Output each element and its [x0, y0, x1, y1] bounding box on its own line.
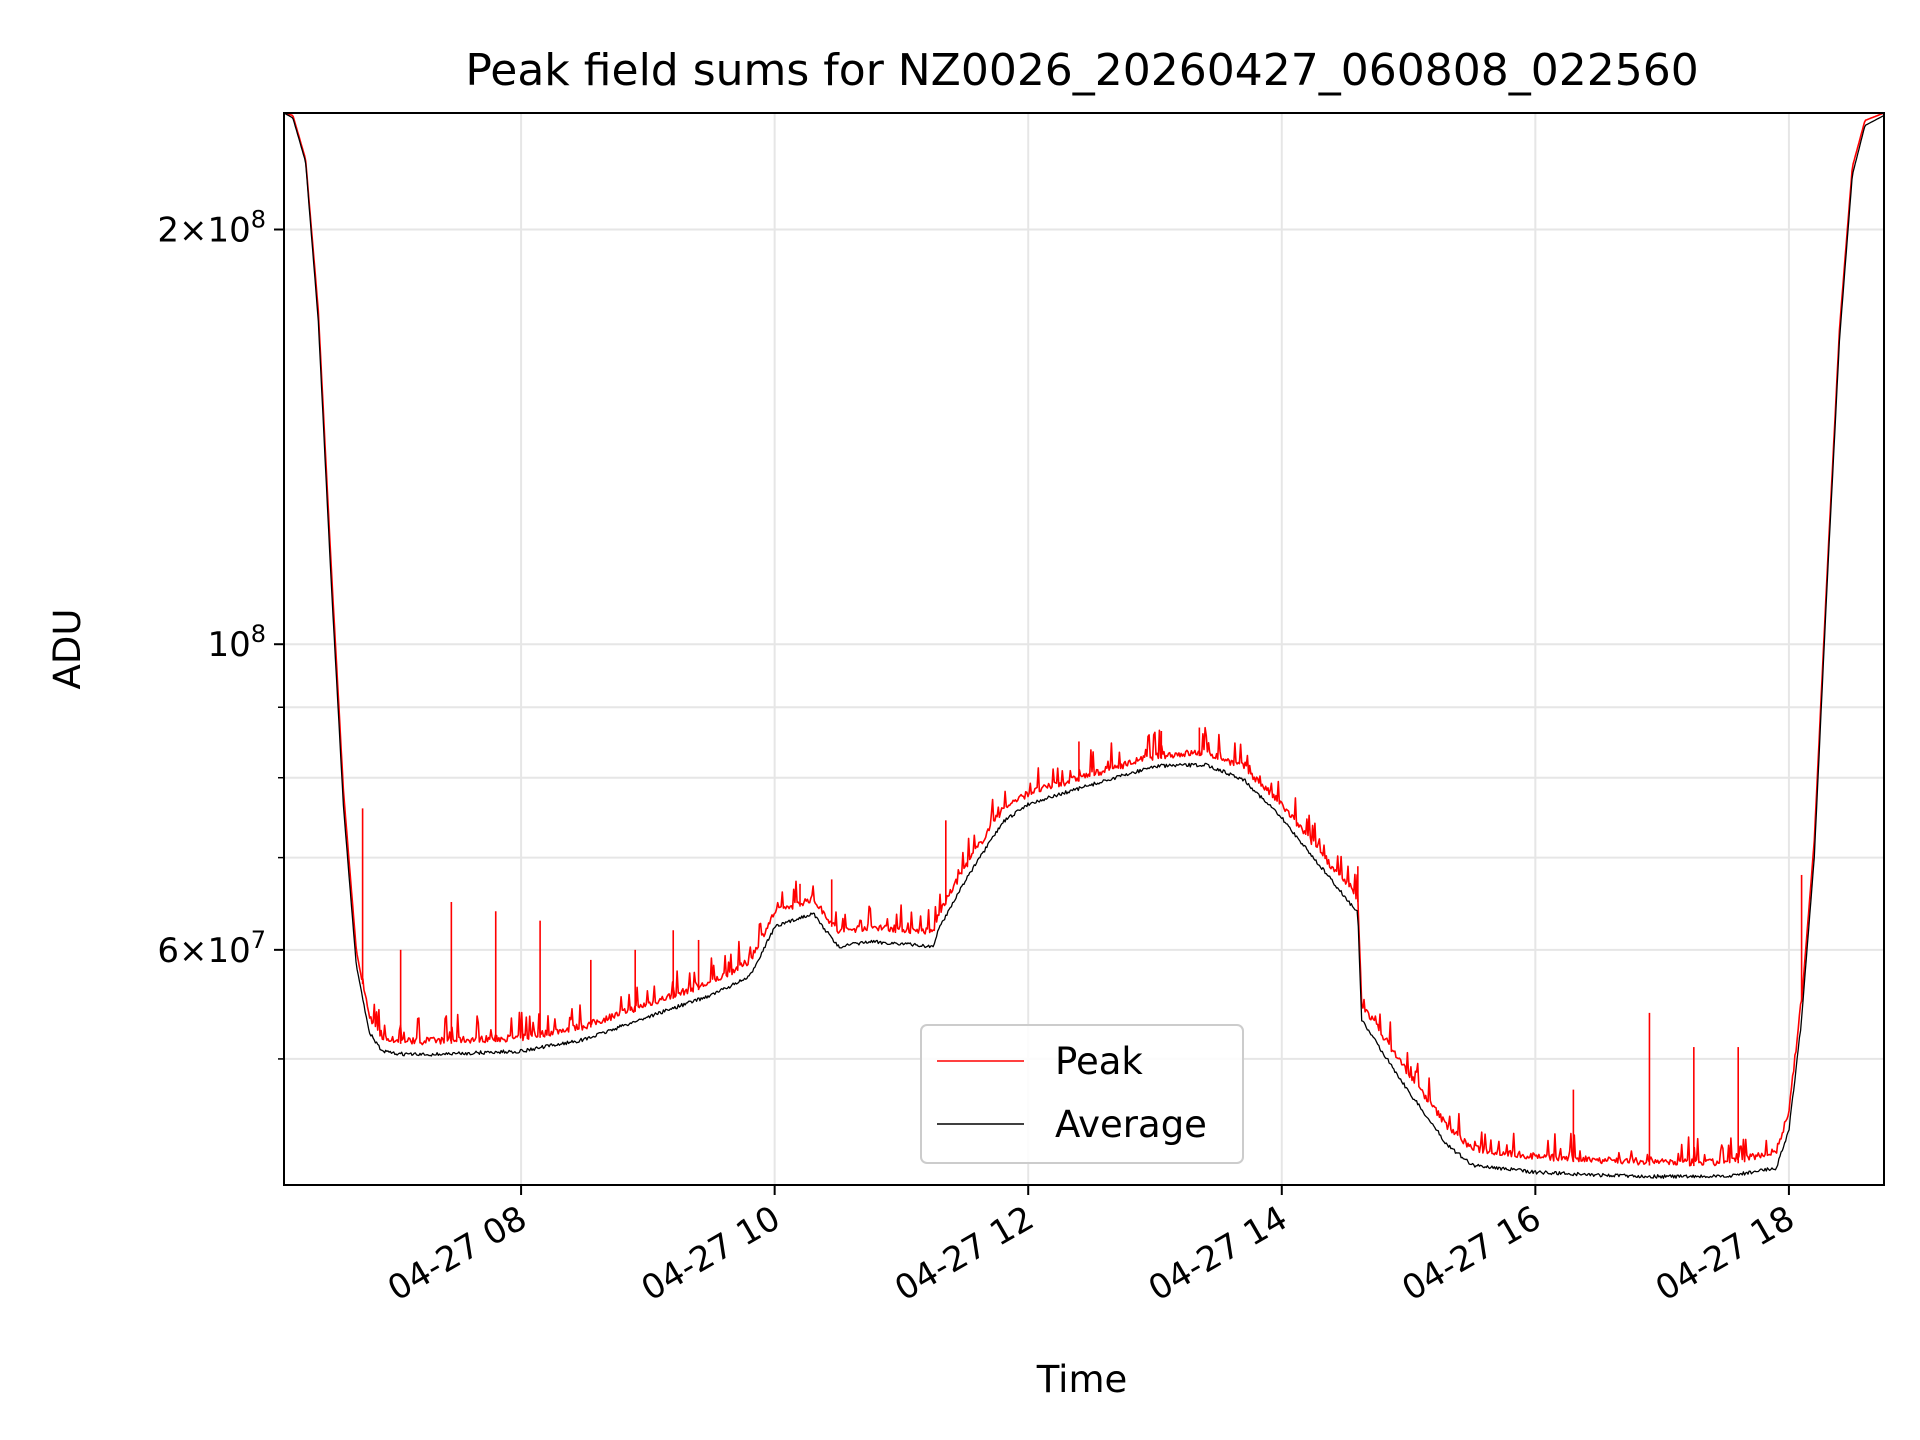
y-tick-label: 108 [207, 620, 266, 665]
y-axis-label: ADU [46, 609, 89, 690]
legend: Peak Average [920, 1024, 1244, 1164]
axes-frame [283, 112, 1885, 1186]
grid-lines [284, 113, 1884, 1185]
y-tick-label: 2×108 [157, 206, 266, 251]
series-peak [283, 112, 1885, 1167]
legend-box [920, 1024, 1244, 1164]
series-average [283, 112, 1885, 1179]
y-tick-label: 6×107 [157, 926, 266, 971]
legend-label-peak: Peak [1055, 1040, 1143, 1083]
series-line-peak [283, 112, 1885, 1167]
x-axis-label: Time [1036, 1358, 1128, 1401]
series-line-average [283, 112, 1885, 1179]
legend-label-average: Average [1055, 1103, 1207, 1146]
chart-title: Peak field sums for NZ0026_20260427_0608… [465, 45, 1698, 96]
y-ticks: 2×108 108 6×107 [157, 206, 284, 1060]
plot-series [283, 112, 1885, 1179]
